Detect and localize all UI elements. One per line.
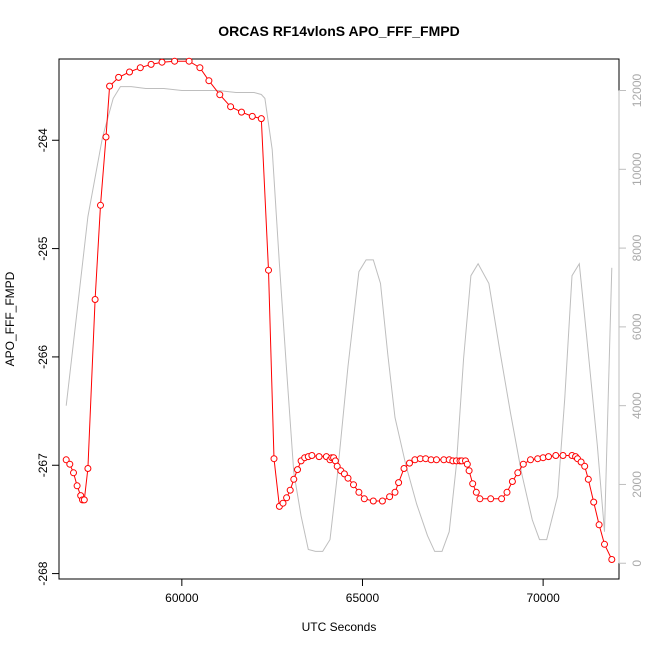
fmpd-point [66, 460, 74, 468]
fmpd-point [545, 453, 552, 461]
fmpd-point [378, 497, 386, 505]
fmpd-point [400, 465, 408, 472]
fmpd-point [527, 456, 534, 464]
fmpd-point [227, 103, 235, 111]
altitude-series [65, 86, 613, 552]
fmpd-point [406, 459, 413, 467]
fmpd-point [308, 452, 316, 459]
fmpd-point [248, 112, 256, 120]
fmpd-point [80, 496, 88, 504]
fmpd-point [386, 493, 394, 501]
fmpd-point [205, 77, 213, 85]
fmpd-point [584, 475, 592, 483]
fmpd-point [395, 479, 403, 487]
fmpd-point [106, 82, 114, 90]
fmpd-point [472, 488, 480, 496]
fmpd-point [369, 497, 377, 505]
fmpd-point [196, 64, 204, 72]
fmpd-point [595, 521, 603, 529]
y2-tick-label: 12000 [630, 74, 644, 108]
fmpd-point [102, 133, 110, 141]
x-tick-label: 65000 [346, 591, 380, 605]
fmpd-point [136, 64, 144, 72]
fmpd-point [355, 488, 363, 496]
y-axis-label: APO_FFF_FMPD [3, 271, 17, 366]
fmpd-series [62, 57, 616, 563]
fmpd-point [519, 460, 527, 468]
fmpd-point [508, 478, 516, 485]
y-tick-label: -266 [36, 345, 50, 369]
fmpd-point [487, 495, 495, 503]
fmpd-point [577, 458, 585, 466]
y-tick-label: -268 [36, 561, 50, 585]
fmpd-point [590, 498, 598, 506]
fmpd-point [498, 495, 506, 503]
x-axis: 60000 65000 70000 [165, 578, 560, 605]
fmpd-point [581, 462, 589, 470]
fmpd-point [315, 453, 323, 461]
x-tick-label: 70000 [526, 591, 560, 605]
fmpd-point [238, 108, 245, 116]
fmpd-point [552, 452, 560, 459]
y-axis: -268 -267 -266 -265 -264 [36, 128, 60, 586]
fmpd-point [608, 556, 616, 563]
chart-title: ORCAS RF14vlonS APO_FFF_FMPD [218, 23, 459, 39]
fmpd-point [115, 73, 123, 81]
fmpd-point [465, 467, 473, 475]
fmpd-point [294, 466, 301, 474]
fmpd-point [97, 201, 104, 209]
fmpd-point [503, 488, 511, 496]
x-axis-label: UTC Seconds [302, 620, 377, 634]
fmpd-point [469, 480, 477, 488]
fmpd-point [476, 495, 484, 503]
y2-tick-label: 6000 [630, 313, 644, 340]
fmpd-point [463, 460, 471, 468]
fmpd-point [257, 115, 265, 123]
fmpd-point [350, 481, 357, 489]
fmpd-point [340, 470, 348, 478]
fmpd-point [147, 60, 155, 68]
y-tick-label: -267 [36, 453, 50, 477]
fmpd-point [290, 475, 298, 483]
fmpd-point [433, 456, 440, 464]
fmpd-point [286, 486, 294, 494]
fmpd-point [279, 499, 287, 507]
y2-tick-label: 10000 [630, 152, 644, 186]
fmpd-point [158, 58, 166, 66]
fmpd-point [62, 456, 70, 464]
fmpd-point [216, 91, 224, 99]
fmpd-point [514, 469, 522, 477]
fmpd-point [70, 469, 77, 477]
fmpd-point [73, 482, 81, 490]
fmpd-point [171, 57, 179, 65]
fmpd-point [391, 488, 399, 496]
y-tick-label: -264 [36, 128, 50, 152]
y2-tick-label: 8000 [630, 234, 644, 261]
fmpd-point [283, 494, 291, 502]
fmpd-point [84, 465, 92, 472]
fmpd-point [270, 455, 278, 463]
fmpd-point [91, 296, 99, 303]
fmpd-point [601, 540, 608, 548]
plot-frame [58, 58, 620, 580]
fmpd-point [185, 57, 193, 65]
y2-tick-label: 0 [630, 560, 644, 567]
fmpd-point [360, 495, 368, 503]
y2-axis: 0 2000 4000 6000 8000 10000 12000 [618, 74, 644, 567]
fmpd-point [559, 452, 567, 459]
fmpd-point [265, 266, 272, 274]
y-tick-label: -265 [36, 236, 50, 260]
fmpd-point [344, 474, 352, 482]
fmpd-point [333, 462, 341, 470]
y2-tick-label: 4000 [630, 392, 644, 419]
altitude-line [65, 86, 613, 552]
y2-tick-label: 2000 [630, 471, 644, 498]
x-tick-label: 60000 [165, 591, 199, 605]
fmpd-point [126, 68, 133, 76]
fmpd-line [65, 60, 613, 560]
